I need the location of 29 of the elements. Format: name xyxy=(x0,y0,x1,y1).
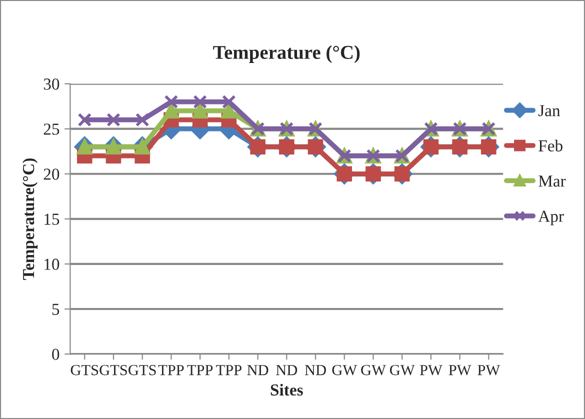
x-tick-label: ND xyxy=(247,365,268,376)
x-tick-label: GTS xyxy=(128,364,156,376)
x-tick-label: PW xyxy=(478,365,500,376)
x-tick-label: PW xyxy=(420,365,442,376)
y-tick-label: 25 xyxy=(44,124,60,135)
x-axis-title: Sites xyxy=(270,384,303,396)
x-tick-label: GW xyxy=(361,364,386,376)
y-tick-label: 10 xyxy=(44,258,60,270)
y-tick-label: 15 xyxy=(44,214,60,225)
x-tick-label: GW xyxy=(390,364,415,376)
x-tick-label: TPP xyxy=(216,365,242,376)
legend-label: Jan xyxy=(538,105,560,116)
legend-label: Apr xyxy=(538,210,564,226)
x-tick-label: TPP xyxy=(187,365,213,376)
x-tick-label: ND xyxy=(276,365,298,376)
legend-label: Mar xyxy=(538,176,566,187)
y-tick-label: 5 xyxy=(52,304,60,315)
y-tick-label: 0 xyxy=(52,348,60,360)
y-tick-label: 20 xyxy=(44,168,60,180)
x-tick-label: TPP xyxy=(158,365,184,376)
x-tick-label: GTS xyxy=(70,364,98,376)
y-axis-title: Temperature(°C) xyxy=(22,158,38,280)
legend-label: Feb xyxy=(538,140,562,152)
chart-title: Temperature (°C) xyxy=(213,45,360,63)
y-tick-label: 30 xyxy=(44,78,60,90)
x-tick-label: ND xyxy=(304,365,326,376)
x-tick-label: GW xyxy=(332,364,358,376)
x-tick-label: GTS xyxy=(100,364,127,376)
x-tick-label: PW xyxy=(448,365,472,376)
